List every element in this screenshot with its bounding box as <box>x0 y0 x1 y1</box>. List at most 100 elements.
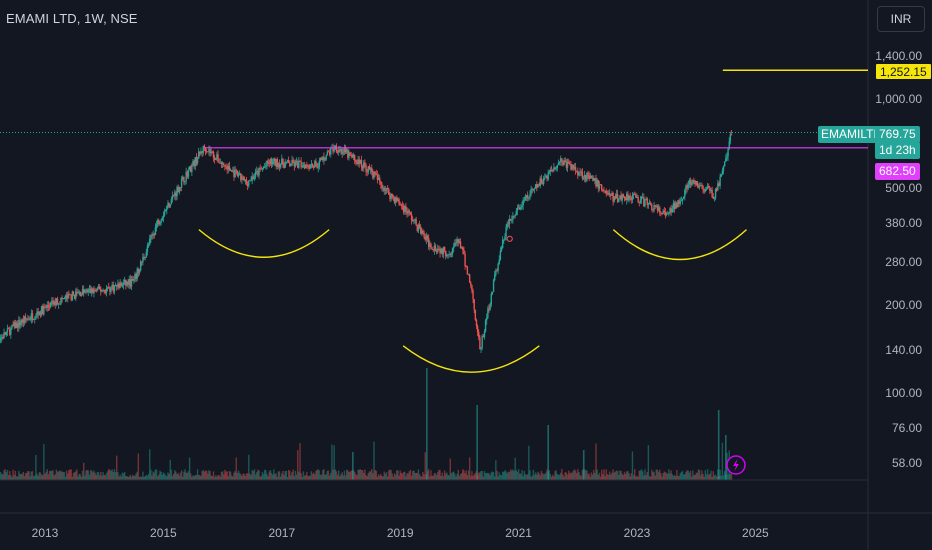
candle-body <box>364 162 366 166</box>
volume-bar <box>465 470 467 480</box>
volume-bar <box>669 473 671 480</box>
volume-bar <box>618 474 620 480</box>
volume-bar <box>581 469 584 480</box>
volume-bar <box>89 470 92 480</box>
candle-body <box>320 157 323 160</box>
candle-body <box>611 192 613 196</box>
x-tick-label: 2021 <box>505 526 532 540</box>
volume-bar <box>48 471 51 480</box>
candle-body <box>374 171 376 174</box>
candle-body <box>116 284 118 287</box>
volume-bar <box>601 469 603 480</box>
volume-bar <box>184 469 186 480</box>
candle-body <box>145 251 148 257</box>
volume-bar <box>463 470 465 480</box>
candle-body <box>287 160 290 163</box>
volume-bar <box>529 470 531 480</box>
candle-body <box>574 167 577 171</box>
left-shoulder-arc[interactable] <box>198 229 330 258</box>
candle-body <box>64 295 67 299</box>
volume-bar <box>80 476 83 480</box>
volume-bar <box>671 474 673 480</box>
candle-body <box>284 162 286 168</box>
volume-bar <box>7 475 10 480</box>
volume-bar <box>277 471 280 480</box>
x-tick-label: 2017 <box>268 526 296 540</box>
candle-body <box>146 245 149 252</box>
candle-body <box>729 134 732 142</box>
candle-body <box>191 164 193 173</box>
volume-bar <box>681 470 684 480</box>
candle-body <box>632 194 635 195</box>
candle-body <box>679 201 681 204</box>
volume-bar <box>634 469 636 480</box>
candle-body <box>5 331 7 335</box>
candle-body <box>541 183 544 185</box>
candle-body <box>79 291 81 297</box>
candle-body <box>162 215 165 219</box>
volume-bar <box>199 475 201 480</box>
candle-body <box>618 198 620 203</box>
y-tick-label: 280.00 <box>885 254 922 269</box>
right-shoulder-arc[interactable] <box>612 229 747 260</box>
volume-bar <box>295 474 298 480</box>
candle-body <box>594 178 596 181</box>
volume-bar <box>166 476 168 480</box>
volume-bar <box>364 469 366 480</box>
candle-body <box>475 319 478 327</box>
volume-bar <box>643 475 645 480</box>
candle-body <box>86 289 88 293</box>
volume-bar <box>474 472 477 480</box>
volume-bar <box>367 473 370 480</box>
candle-body <box>624 198 627 201</box>
candle-body <box>608 192 611 195</box>
volume-bar <box>430 470 432 480</box>
candle-body <box>458 241 461 243</box>
candle-body <box>236 170 239 176</box>
symbol-title: EMAMI LTD, 1W, NSE <box>6 11 138 26</box>
volume-bar <box>508 472 511 480</box>
lightning-glyph <box>733 459 739 471</box>
candle-body <box>615 194 618 199</box>
volume-bar <box>552 474 554 480</box>
volume-bar <box>641 471 644 480</box>
volume-bar <box>612 469 614 480</box>
candle-body <box>402 206 405 212</box>
candle-body <box>517 207 520 209</box>
volume-bar <box>111 469 113 480</box>
volume-bar <box>620 470 622 480</box>
volume-bar <box>320 474 323 480</box>
candle-body <box>446 255 448 257</box>
volume-bar <box>16 476 19 480</box>
candle-body <box>83 289 85 294</box>
candle-body <box>300 161 302 168</box>
volume-bar <box>442 476 445 480</box>
volume-bar <box>260 475 263 480</box>
volume-bar <box>345 469 348 480</box>
candle-body <box>302 165 305 167</box>
candle-body <box>697 186 700 188</box>
volume-bar <box>503 472 505 480</box>
volume-bar <box>456 473 458 480</box>
head-arc[interactable] <box>402 345 540 373</box>
volume-bar <box>266 473 268 480</box>
candle-body <box>139 261 142 271</box>
volume-bar <box>30 471 33 480</box>
volume-bar <box>69 469 71 480</box>
event-marker[interactable] <box>506 235 513 242</box>
volume-bar <box>283 474 285 480</box>
candle-body <box>242 176 244 178</box>
candle-body <box>417 224 420 231</box>
volume-bar <box>404 471 406 480</box>
volume-bar <box>130 476 133 480</box>
volume-bar <box>157 476 159 480</box>
volume-bar <box>72 473 75 480</box>
candle-body <box>151 235 153 237</box>
candle-body <box>127 281 129 285</box>
currency-button[interactable]: INR <box>877 6 925 32</box>
candle-body <box>396 197 398 202</box>
candle-body <box>503 239 505 241</box>
volume-bar <box>172 473 175 480</box>
candle-body <box>380 181 382 185</box>
